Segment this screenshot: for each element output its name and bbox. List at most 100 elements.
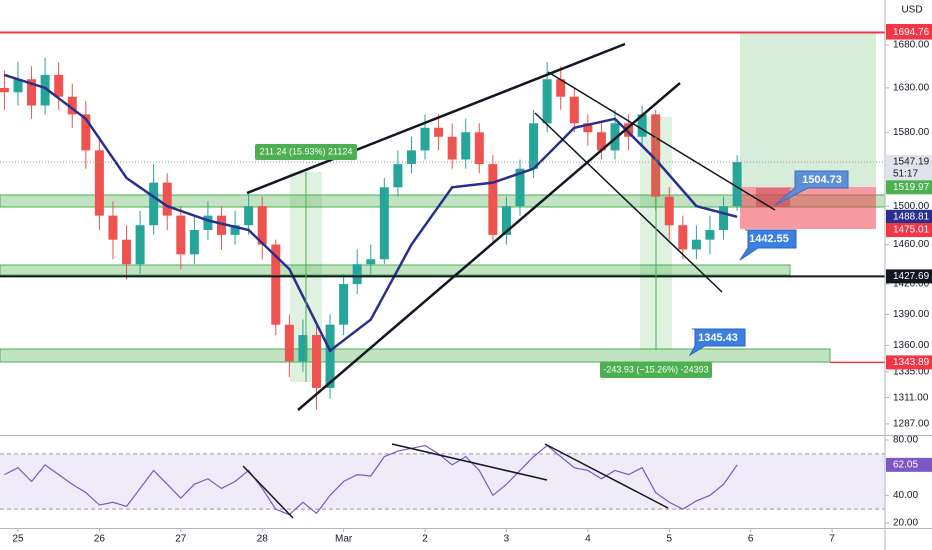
y-tick-label: 1680.00 (893, 40, 930, 51)
candle-body (393, 164, 403, 188)
rsi-badge (886, 457, 932, 472)
price-timer: 51:17 (893, 169, 918, 180)
y-tick-label: 1311.00 (893, 392, 929, 403)
x-tick-label: 7 (829, 534, 835, 545)
candle-body (176, 215, 186, 255)
candle-body (162, 182, 172, 216)
y-tick-label: 1580.00 (893, 127, 930, 138)
price-badge-label: 1427.69 (893, 271, 930, 282)
candle-body (610, 123, 620, 151)
price-badge (886, 155, 932, 182)
candle-body (732, 162, 742, 207)
candle-body (135, 225, 145, 265)
x-tick-label: 27 (175, 534, 187, 545)
candle-body (569, 96, 579, 124)
candle-body (678, 225, 688, 250)
measure-label: -243.93 (−15.26%) -24393 (603, 364, 708, 374)
candle-body (624, 123, 634, 137)
y-tick-label: 1420.00 (893, 279, 930, 290)
measure-label-bg (255, 144, 357, 160)
candle-body (311, 335, 321, 388)
candle-body (298, 335, 308, 362)
callout: 1345.43 (698, 332, 738, 344)
candle-body (366, 259, 376, 265)
candle-body (583, 123, 593, 133)
candle-body (529, 123, 539, 169)
moving-average (4, 73, 738, 353)
y-tick-label: 1630.00 (893, 83, 930, 94)
candle-body (13, 79, 23, 93)
x-tick-label: 4 (585, 534, 591, 545)
candle-body (434, 127, 444, 137)
candle-body (339, 284, 349, 325)
x-tick-label: 26 (94, 534, 106, 545)
currency: USD (901, 5, 922, 16)
price-badge-label: 1343.89 (893, 357, 930, 368)
candle-body (447, 136, 457, 160)
support-zone (0, 348, 831, 363)
y-tick-label: 1390.00 (893, 309, 930, 320)
trend-line (534, 112, 723, 293)
candle-body (556, 79, 566, 97)
price-badge (886, 355, 932, 370)
rsi-tick-label: 80.00 (893, 435, 918, 446)
candle-body (217, 215, 227, 235)
candle-body (488, 164, 498, 235)
callout: 1504.73 (802, 174, 842, 186)
trend-line (246, 42, 626, 195)
drawings (242, 42, 776, 519)
candle-body (596, 132, 606, 151)
trend-line (547, 71, 776, 211)
candle-body (81, 114, 91, 151)
price-badge (886, 25, 932, 40)
rsi-pane (0, 444, 885, 516)
entry-zone (756, 188, 790, 207)
candle-body (352, 264, 362, 285)
candle-body (379, 187, 389, 260)
x-tick-label: Mar (335, 534, 353, 545)
y-tick-label: 1360.00 (893, 340, 930, 351)
x-tick-label: 2 (422, 534, 428, 545)
price-badge (886, 180, 932, 195)
candle-body (461, 132, 471, 160)
price-badge-label: 1475.01 (893, 225, 930, 236)
candle-body (691, 239, 701, 250)
rsi-trend-line (544, 443, 669, 509)
price-badge-label: 1694.76 (893, 27, 930, 38)
candle-body (271, 244, 281, 325)
x-tick-label: 25 (12, 534, 24, 545)
candle-body (664, 196, 674, 226)
candle-body (54, 74, 64, 97)
callout-bg (739, 229, 797, 261)
price-badge (886, 209, 932, 224)
x-tick-label: 5 (666, 534, 672, 545)
y-tick-label: 1460.00 (893, 239, 930, 250)
rsi-tick-label: 40.00 (893, 490, 918, 501)
candle-body (325, 324, 335, 388)
candle-body (40, 74, 50, 106)
measure-label-bg (600, 362, 712, 378)
price-badge-label: 1488.81 (893, 211, 930, 222)
measure-label: 211.24 (15.93%) 21124 (260, 146, 353, 156)
plot (0, 31, 885, 410)
candle-body (203, 215, 213, 231)
trend-line (297, 82, 681, 411)
candle-body (257, 206, 267, 245)
rsi-tick-label: 20.00 (893, 518, 918, 529)
price-badge-label: 1519.97 (893, 182, 930, 193)
rsi-trend-line (242, 465, 294, 519)
rsi-trend-line (391, 443, 548, 481)
candle-body (284, 324, 294, 362)
callout: 1442.55 (749, 233, 789, 245)
y-tick-label: 1335.00 (893, 366, 930, 377)
callout-bg (774, 170, 849, 206)
callout-bg (688, 328, 746, 357)
candle-body (244, 206, 254, 226)
target-zone (740, 32, 876, 187)
x-tick-label: 28 (257, 534, 269, 545)
candle-body (230, 225, 240, 235)
price-badge-label: 1547.19 (893, 157, 930, 168)
candle-body (149, 182, 159, 226)
candle-body (0, 87, 9, 93)
